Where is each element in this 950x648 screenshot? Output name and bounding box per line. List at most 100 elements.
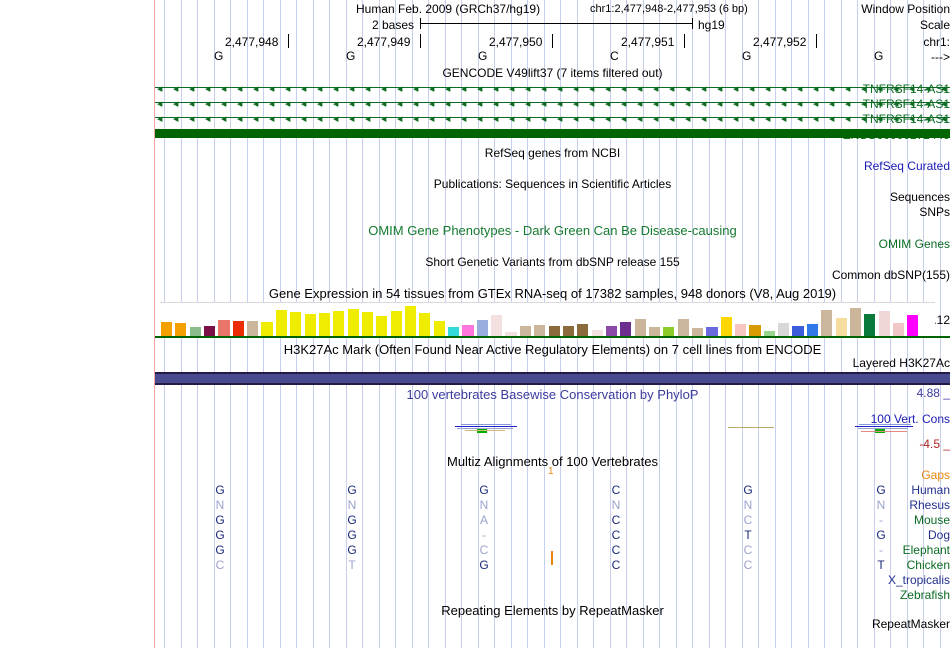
gtex-tissue-bar[interactable] bbox=[720, 316, 732, 336]
gtex-tissue-bar[interactable] bbox=[620, 322, 632, 336]
gtex-tissue-bar[interactable] bbox=[232, 321, 244, 336]
species-label-zebrafish[interactable]: Zebrafish bbox=[899, 588, 950, 602]
gtex-tissue-bar[interactable] bbox=[419, 312, 431, 336]
conservation-signal-mark[interactable] bbox=[855, 426, 913, 427]
species-label-x_tropicalis[interactable]: X_tropicalis bbox=[887, 573, 950, 587]
alignment-base: G bbox=[347, 483, 357, 497]
sequences-label[interactable]: Sequences bbox=[889, 190, 950, 204]
conservation-signal-mark[interactable] bbox=[461, 424, 511, 425]
conservation-signal-mark[interactable] bbox=[861, 431, 907, 432]
gtex-tissue-bar[interactable] bbox=[677, 318, 689, 336]
gene-direction-arrow-icon: ◀ bbox=[557, 115, 563, 123]
species-label-dog[interactable]: Dog bbox=[927, 528, 950, 542]
h3k27ac-label[interactable]: Layered H3K27Ac bbox=[852, 356, 950, 370]
gtex-tissue-bar[interactable] bbox=[218, 319, 230, 336]
gtex-tissue-bar[interactable] bbox=[778, 323, 790, 336]
conservation-signal-mark[interactable] bbox=[465, 430, 505, 431]
omim-genes-label[interactable]: OMIM Genes bbox=[878, 237, 950, 251]
gtex-tissue-bar[interactable] bbox=[433, 321, 445, 336]
gene-direction-arrow-icon: ◀ bbox=[173, 100, 179, 108]
gtex-tissue-bar[interactable] bbox=[519, 326, 531, 336]
gtex-tissue-bar[interactable] bbox=[304, 313, 316, 336]
gene-label-2[interactable]: TNFRSF14-AS1 bbox=[862, 97, 950, 111]
gtex-tissue-bar[interactable] bbox=[792, 326, 804, 336]
gtex-tissue-bar[interactable] bbox=[204, 326, 216, 336]
gtex-tissue-bar[interactable] bbox=[505, 332, 517, 336]
gtex-tissue-bar[interactable] bbox=[290, 311, 302, 336]
gtex-tissue-bar[interactable] bbox=[390, 310, 402, 336]
gtex-tissue-bar[interactable] bbox=[189, 327, 201, 336]
gtex-tissue-bar[interactable] bbox=[161, 322, 173, 336]
gene-direction-arrow-icon: ◀ bbox=[941, 100, 947, 108]
gene-direction-arrow-icon: ◀ bbox=[333, 115, 339, 123]
gtex-tissue-bar[interactable] bbox=[548, 326, 560, 336]
gtex-tissue-bar[interactable] bbox=[318, 312, 330, 336]
gtex-tissue-bar[interactable] bbox=[692, 328, 704, 336]
gtex-tissue-bar[interactable] bbox=[275, 309, 287, 336]
gtex-tissue-bar[interactable] bbox=[491, 314, 503, 336]
gene-arrow-row-2[interactable]: ◀ ◀ ◀ ◀ ◀ ◀ ◀ ◀ ◀ ◀ ◀ ◀ ◀ ◀ ◀ ◀ ◀ ◀ ◀ ◀ ◀ ◀ ◀ ◀ ◀ ◀ ◀ ◀ ◀ ◀ ◀ ◀ ◀ ◀ ◀ ◀ ◀ ◀ ◀ ◀… bbox=[155, 97, 950, 108]
gene-arrow-row-3[interactable]: ◀ ◀ ◀ ◀ ◀ ◀ ◀ ◀ ◀ ◀ ◀ ◀ ◀ ◀ ◀ ◀ ◀ ◀ ◀ ◀ ◀ ◀ ◀ ◀ ◀ ◀ ◀ ◀ ◀ ◀ ◀ ◀ ◀ ◀ ◀ ◀ ◀ ◀ ◀ ◀… bbox=[155, 112, 950, 123]
gaps-label[interactable]: Gaps bbox=[921, 468, 950, 482]
species-label-chicken[interactable]: Chicken bbox=[906, 558, 950, 572]
gtex-tissue-bar[interactable] bbox=[562, 326, 574, 336]
alignment-base: C bbox=[611, 513, 621, 527]
gtex-tissue-bar[interactable] bbox=[605, 326, 618, 336]
gtex-tissue-bar[interactable] bbox=[763, 331, 775, 336]
species-label-human[interactable]: Human bbox=[911, 483, 950, 497]
gtex-tissue-bar[interactable] bbox=[591, 330, 603, 336]
conservation-signal-mark[interactable] bbox=[457, 428, 513, 429]
gtex-tissue-bar[interactable] bbox=[175, 323, 187, 336]
gtex-tissue-bar[interactable] bbox=[907, 314, 919, 336]
dbsnp-label[interactable]: Common dbSNP(155) bbox=[831, 268, 950, 282]
gtex-tissue-bar[interactable] bbox=[878, 310, 890, 336]
species-label-mouse[interactable]: Mouse bbox=[913, 513, 950, 527]
gtex-tissue-bar[interactable] bbox=[534, 325, 546, 336]
gtex-tissue-bar[interactable] bbox=[247, 320, 259, 336]
gtex-tissue-bar[interactable] bbox=[806, 324, 818, 336]
gtex-tissue-bar[interactable] bbox=[648, 327, 661, 336]
gene-label-1[interactable]: TNFRSF14-AS1 bbox=[862, 82, 950, 96]
gtex-tissue-bar[interactable] bbox=[735, 324, 747, 336]
ensembl-gene-block[interactable] bbox=[155, 129, 950, 138]
gtex-tissue-bar[interactable] bbox=[462, 325, 474, 336]
conservation-signal-mark[interactable] bbox=[477, 429, 487, 433]
conservation-signal-mark[interactable] bbox=[859, 424, 911, 425]
gtex-tissue-bar[interactable] bbox=[261, 322, 273, 336]
gtex-tissue-bar[interactable] bbox=[577, 324, 589, 336]
gtex-tissue-bar[interactable] bbox=[404, 305, 417, 336]
gtex-tissue-bar[interactable] bbox=[376, 315, 388, 336]
h3k27ac-signal-bar[interactable] bbox=[155, 372, 950, 385]
conservation-signal-mark[interactable] bbox=[455, 426, 517, 427]
gtex-tissue-bar[interactable] bbox=[849, 307, 862, 336]
conservation-signal-mark[interactable] bbox=[858, 428, 908, 429]
gtex-tissue-bar[interactable] bbox=[361, 311, 374, 336]
gtex-tissue-bar[interactable] bbox=[749, 325, 761, 336]
gtex-tissue-bar[interactable] bbox=[835, 317, 847, 336]
gene-label-3[interactable]: TNFRSF14-AS1 bbox=[862, 112, 950, 126]
gtex-tissue-bar[interactable] bbox=[634, 318, 646, 336]
gtex-tissue-bar[interactable] bbox=[892, 323, 905, 336]
ruler-base-letter: G bbox=[742, 49, 752, 63]
repeatmasker-label[interactable]: RepeatMasker bbox=[871, 617, 950, 631]
conservation-label[interactable]: 100 Vert. Cons bbox=[870, 412, 950, 426]
species-label-elephant[interactable]: Elephant bbox=[902, 543, 950, 557]
gtex-expression-barchart[interactable] bbox=[160, 302, 935, 336]
species-label-rhesus[interactable]: Rhesus bbox=[909, 498, 950, 512]
gtex-tissue-bar[interactable] bbox=[333, 310, 345, 336]
gene-direction-arrow-icon: ◀ bbox=[253, 115, 259, 123]
gtex-tissue-bar[interactable] bbox=[821, 309, 833, 336]
gtex-tissue-bar[interactable] bbox=[476, 319, 488, 336]
gtex-tissue-bar[interactable] bbox=[921, 306, 933, 336]
gene-direction-arrow-icon: ◀ bbox=[925, 115, 931, 123]
gene-arrow-row-1[interactable]: ◀ ◀ ◀ ◀ ◀ ◀ ◀ ◀ ◀ ◀ ◀ ◀ ◀ ◀ ◀ ◀ ◀ ◀ ◀ ◀ ◀ ◀ ◀ ◀ ◀ ◀ ◀ ◀ ◀ ◀ ◀ ◀ ◀ ◀ ◀ ◀ ◀ ◀ ◀ ◀… bbox=[155, 82, 950, 93]
gtex-tissue-bar[interactable] bbox=[663, 327, 675, 336]
ruler-coord-label: 2,477,948 bbox=[225, 35, 279, 49]
gtex-tissue-bar[interactable] bbox=[448, 327, 460, 336]
conservation-signal-mark[interactable] bbox=[728, 427, 774, 428]
gtex-tissue-bar[interactable] bbox=[706, 327, 718, 336]
refseq-label[interactable]: RefSeq Curated bbox=[863, 159, 950, 173]
gtex-tissue-bar[interactable] bbox=[864, 313, 876, 336]
gtex-tissue-bar[interactable] bbox=[347, 308, 359, 336]
snps-label[interactable]: SNPs bbox=[919, 205, 950, 219]
